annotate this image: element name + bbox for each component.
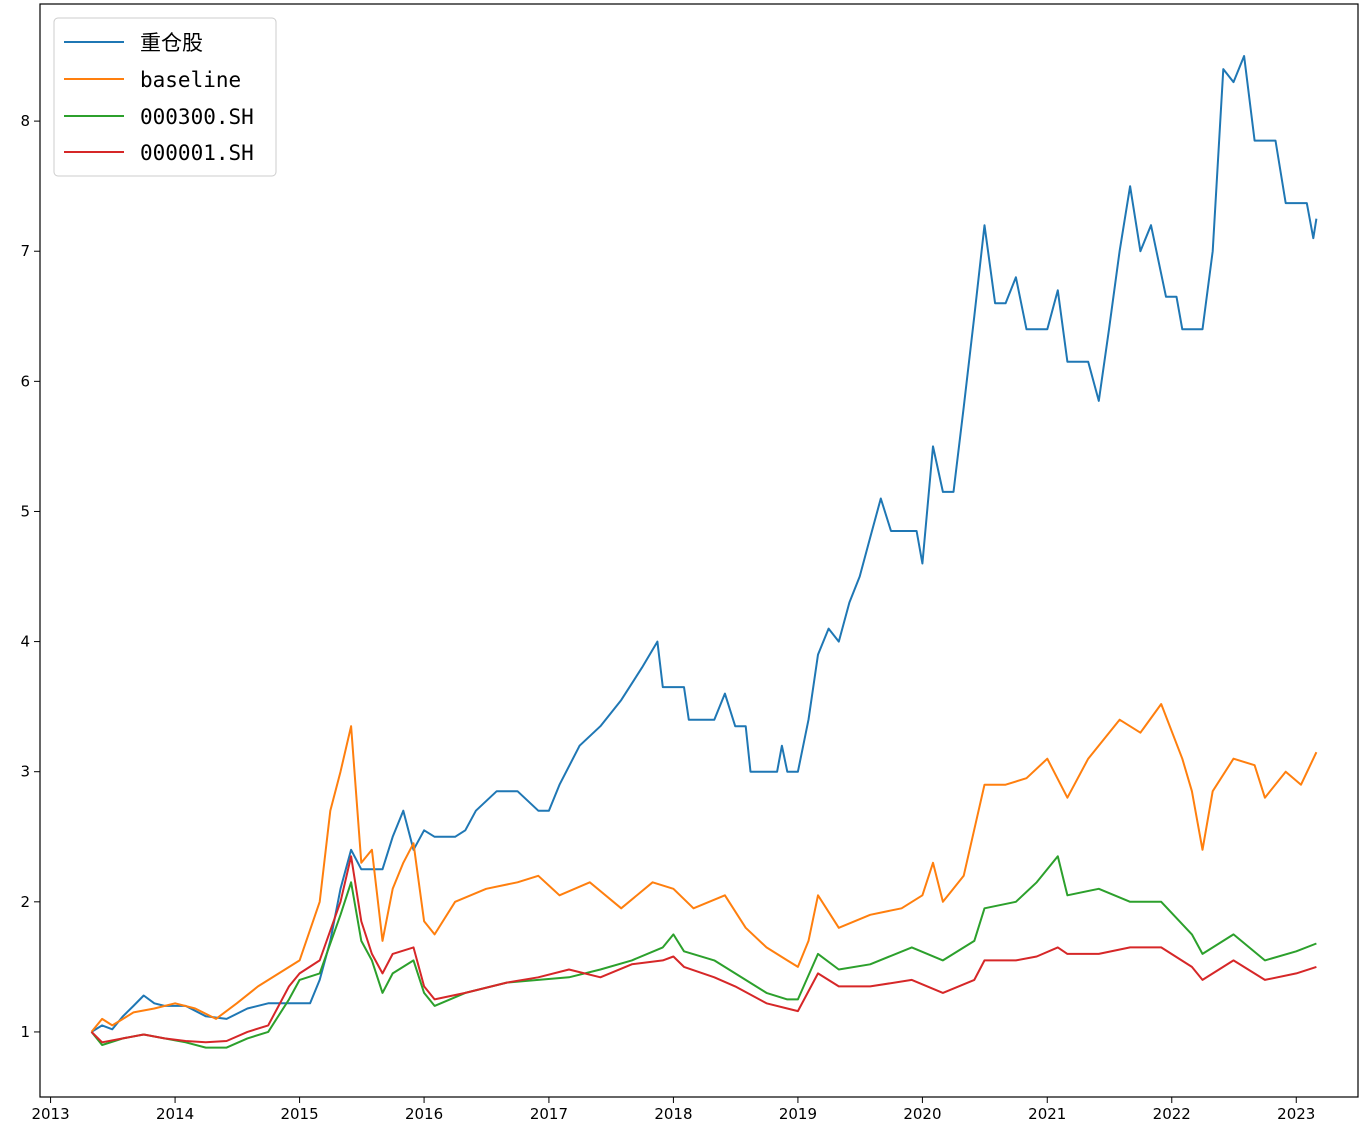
y-tick-label: 8 <box>20 112 30 130</box>
x-tick-label: 2022 <box>1153 1105 1191 1123</box>
x-tick-label: 2020 <box>903 1105 941 1123</box>
y-tick-label: 2 <box>20 893 30 911</box>
x-tick-label: 2019 <box>779 1105 817 1123</box>
plot-frame <box>39 3 1359 1098</box>
series-line-3 <box>90 855 1317 1044</box>
x-tick-label: 2015 <box>280 1105 318 1123</box>
y-tick-label: 4 <box>20 633 30 651</box>
x-tick-label: 2021 <box>1028 1105 1066 1123</box>
x-axis-ticks: 2013 2014 2015 2016 2017 2018 2019 2020 2021 2022… <box>31 1097 1315 1123</box>
legend-label-2: 000300.SH <box>140 105 254 129</box>
y-tick-label: 7 <box>20 242 30 260</box>
series-line-2 <box>90 855 1317 1049</box>
y-axis-ticks: 1 2 3 4 5 6 7 8 <box>20 112 40 1041</box>
legend: 重仓股 baseline 000300.SH 000001.SH <box>53 17 277 177</box>
series-line-1 <box>90 703 1318 1033</box>
y-tick-label: 5 <box>20 502 30 520</box>
x-tick-label: 2016 <box>405 1105 443 1123</box>
y-tick-label: 1 <box>20 1023 30 1041</box>
x-tick-label: 2013 <box>31 1105 69 1123</box>
legend-label-1: baseline <box>140 68 241 92</box>
legend-box <box>53 17 277 177</box>
x-tick-label: 2017 <box>530 1105 568 1123</box>
series-line-0 <box>90 55 1318 1033</box>
x-tick-label: 2023 <box>1277 1105 1315 1123</box>
x-tick-label: 2018 <box>654 1105 692 1123</box>
y-tick-label: 6 <box>20 372 30 390</box>
legend-label-3: 000001.SH <box>140 141 254 165</box>
x-tick-label: 2014 <box>156 1105 194 1123</box>
legend-label-0: 重仓股 <box>140 31 203 55</box>
series-lines <box>90 55 1318 1049</box>
y-tick-label: 3 <box>20 763 30 781</box>
